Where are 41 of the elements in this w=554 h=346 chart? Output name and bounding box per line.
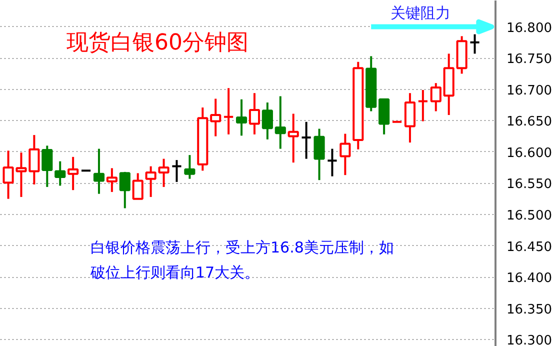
y-tick-label: 16.550	[506, 177, 552, 192]
candlestick	[171, 159, 182, 183]
candlestick	[404, 92, 416, 144]
candlestick	[417, 88, 428, 122]
candlestick	[340, 132, 351, 176]
candlestick	[274, 95, 286, 150]
candlestick	[132, 172, 144, 200]
y-tick-label: 16.600	[506, 146, 552, 161]
y-tick-label: 16.700	[506, 83, 552, 98]
candlestick	[469, 33, 480, 55]
candlestick	[68, 156, 79, 192]
candlestick	[223, 87, 234, 136]
y-tick-label: 16.450	[506, 240, 552, 255]
candlestick	[248, 92, 260, 136]
text: 现货白银60分钟图	[66, 30, 248, 56]
y-tick-label: 16.300	[506, 334, 552, 346]
candlestick	[54, 160, 66, 187]
annotation: 破位上行则看向17大关。	[90, 264, 260, 282]
candlestick	[314, 128, 325, 182]
y-tick-label: 16.350	[506, 302, 552, 318]
ref-line-label: 关键阻力	[390, 4, 451, 22]
candlestick	[106, 167, 118, 193]
y-tick-label: 16.750	[506, 52, 552, 68]
annotation: 白银价格震荡上行，受上方16.8美元压制，如	[90, 238, 394, 256]
candlestick	[158, 158, 170, 188]
y-tick-label: 16.800	[506, 20, 552, 36]
candlestick	[300, 120, 312, 160]
y-tick-label: 16.500	[506, 208, 552, 224]
candlestick	[262, 101, 273, 140]
candlestick	[288, 112, 299, 164]
candlestick	[236, 98, 248, 137]
candlestick	[326, 148, 338, 178]
candlestick	[145, 165, 156, 198]
candlestick	[430, 82, 442, 112]
candlestick	[93, 148, 105, 195]
candlestick	[184, 154, 196, 180]
candlestick	[119, 170, 130, 210]
y-tick-label: 16.650	[506, 114, 552, 130]
candlestick	[210, 98, 222, 138]
y-tick-label: 16.400	[506, 271, 552, 286]
candlestick	[42, 144, 53, 188]
